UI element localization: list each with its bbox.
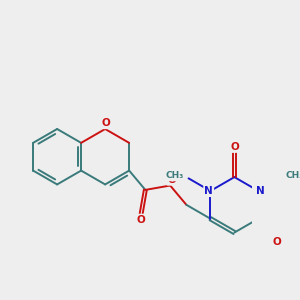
Text: O: O [167, 175, 176, 184]
Text: O: O [273, 237, 281, 247]
Text: O: O [102, 118, 110, 128]
Text: N: N [204, 186, 213, 196]
Text: CH₃: CH₃ [285, 171, 300, 180]
Text: N: N [256, 186, 265, 196]
Text: O: O [230, 142, 239, 152]
Text: O: O [136, 215, 146, 225]
Text: CH₃: CH₃ [165, 171, 184, 180]
